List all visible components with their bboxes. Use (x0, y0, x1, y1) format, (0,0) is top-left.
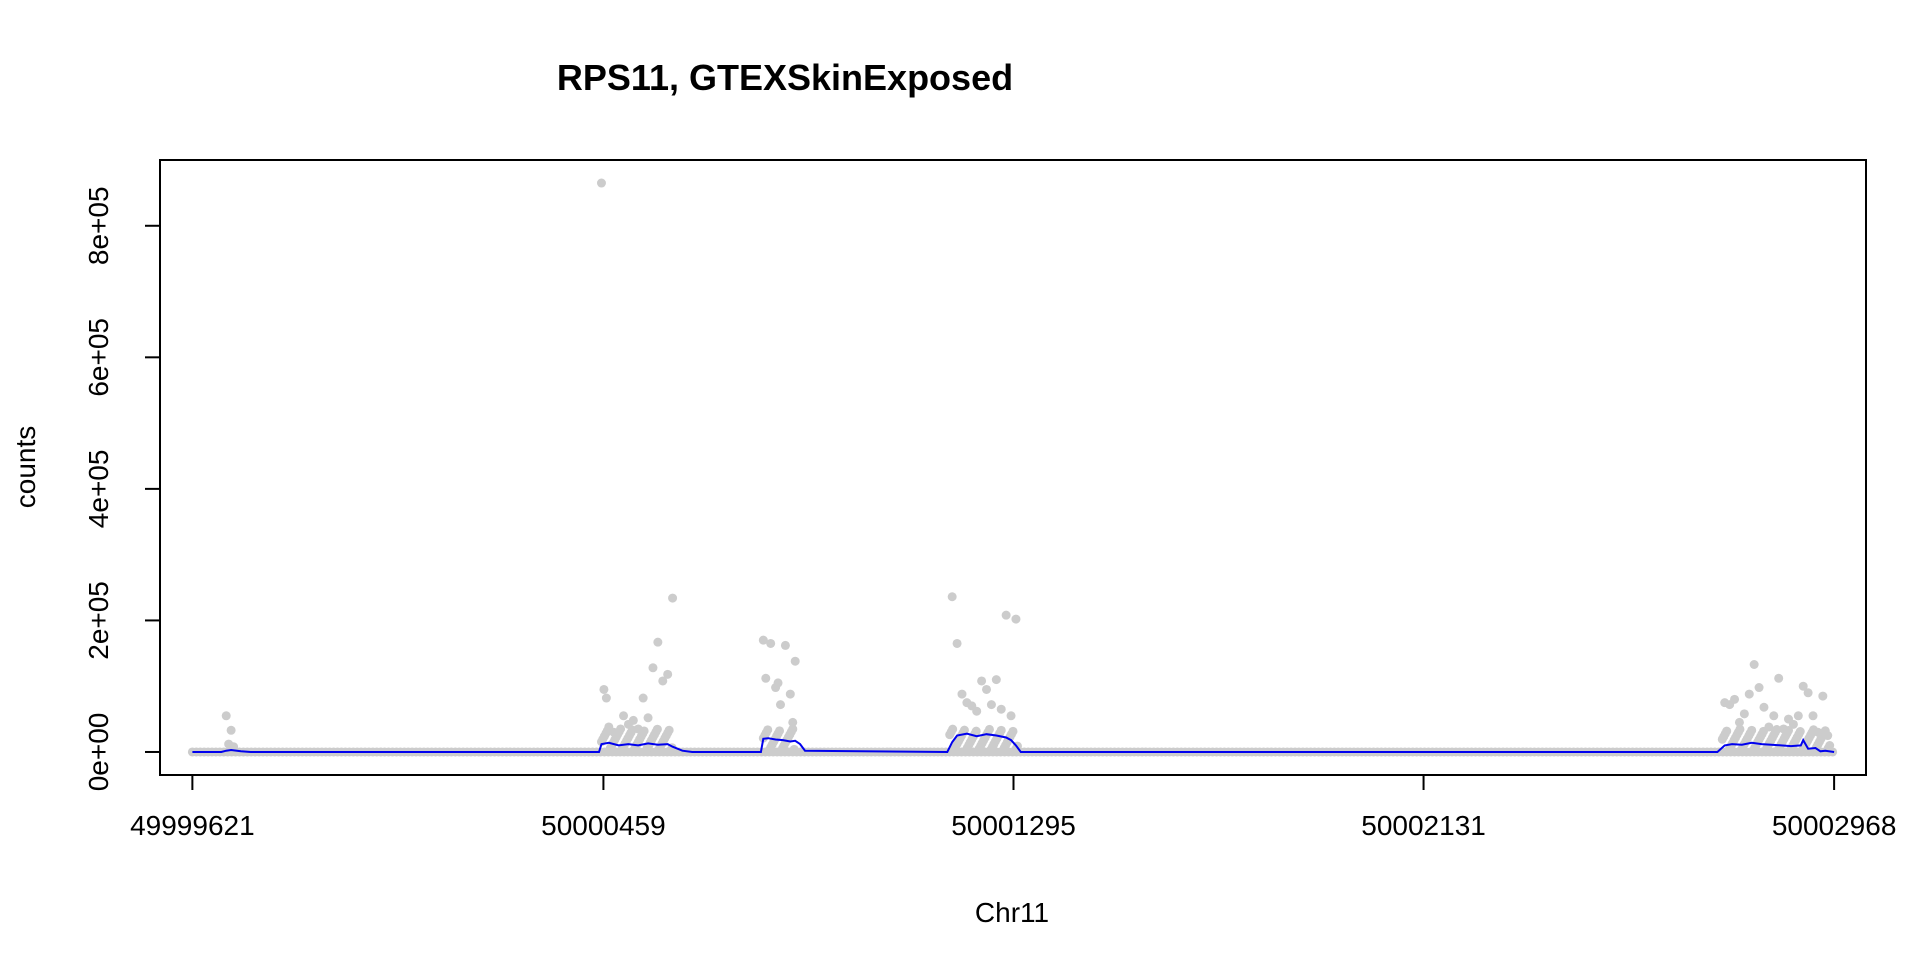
data-point (948, 724, 958, 734)
data-point (1749, 659, 1759, 669)
y-tick-label: 4e+05 (83, 450, 114, 529)
data-point (984, 724, 994, 734)
data-point (977, 676, 987, 686)
data-point (638, 693, 648, 703)
plot-frame (159, 159, 1867, 776)
data-point (991, 675, 1001, 685)
data-point (658, 676, 668, 686)
data-point (663, 669, 673, 679)
data-point (1739, 709, 1749, 719)
data-point (1734, 717, 1744, 727)
y-axis-label: counts (10, 426, 41, 509)
x-tick-label: 50002131 (1361, 810, 1486, 841)
data-point (788, 724, 798, 734)
x-axis: 49999621 50000459 50001295 50002131 50002968 (130, 774, 1897, 841)
data-point (1772, 725, 1782, 735)
data-point (1793, 711, 1803, 721)
data-point (668, 593, 678, 603)
data-point (1001, 610, 1011, 620)
data-point (1747, 725, 1757, 735)
data-point (1759, 702, 1769, 712)
data-point (773, 678, 783, 688)
data-point (1779, 724, 1789, 734)
data-point (633, 724, 643, 734)
data-point (758, 635, 768, 645)
data-point (780, 640, 790, 650)
line-layer (192, 732, 1835, 754)
data-point (947, 592, 957, 602)
x-tick-label: 50001295 (951, 810, 1076, 841)
points-layer (187, 178, 1838, 757)
data-point (628, 715, 638, 725)
data-point (648, 663, 658, 673)
data-point (616, 724, 626, 734)
data-point (599, 684, 609, 694)
y-axis: 0e+00 2e+05 4e+05 6e+05 8e+05 (83, 186, 161, 792)
data-point (982, 684, 992, 694)
data-point (775, 700, 785, 710)
data-point (1764, 722, 1774, 732)
data-point (1813, 727, 1823, 737)
data-point (789, 744, 799, 754)
data-point (1730, 694, 1740, 704)
data-point (1788, 719, 1798, 729)
data-point (1008, 726, 1018, 736)
data-point (1774, 673, 1784, 683)
data-point (761, 673, 771, 683)
data-point (1735, 724, 1745, 734)
data-point (959, 725, 969, 735)
data-point (785, 689, 795, 699)
data-point (1808, 711, 1818, 721)
data-point (952, 638, 962, 648)
data-point (957, 689, 967, 699)
data-point (653, 637, 663, 647)
x-tick-label: 50000459 (541, 810, 666, 841)
data-point (1795, 727, 1805, 737)
data-point (601, 693, 611, 703)
data-point (766, 638, 776, 648)
chart-title: RPS11, GTEXSkinExposed (557, 57, 1013, 98)
data-point (1823, 731, 1833, 741)
data-point (609, 727, 619, 737)
data-point (996, 704, 1006, 714)
x-axis-label: Chr11 (975, 897, 1049, 928)
y-tick-label: 6e+05 (83, 318, 114, 397)
data-point (1754, 683, 1764, 693)
y-tick-label: 8e+05 (83, 186, 114, 265)
data-point (788, 717, 798, 727)
data-point (652, 724, 662, 734)
y-tick-label: 2e+05 (83, 581, 114, 660)
series-line (192, 732, 1835, 754)
data-point (972, 706, 982, 716)
data-point (664, 725, 674, 735)
data-point (226, 725, 236, 735)
data-point (1769, 711, 1779, 721)
data-point (971, 726, 981, 736)
data-point (596, 178, 606, 188)
data-point (763, 725, 773, 735)
data-point (1744, 689, 1754, 699)
data-point (986, 700, 996, 710)
data-point (229, 742, 239, 752)
data-point (643, 713, 653, 723)
data-point (790, 656, 800, 666)
data-point (1825, 741, 1835, 751)
data-point (619, 711, 629, 721)
x-tick-label: 50002968 (1772, 810, 1897, 841)
x-tick-label: 49999621 (130, 810, 255, 841)
data-point (996, 725, 1006, 735)
data-point (1798, 681, 1808, 691)
data-point (1722, 726, 1732, 736)
data-point (1006, 711, 1016, 721)
y-tick-label: 0e+00 (83, 713, 114, 792)
data-point (1818, 691, 1828, 701)
data-point (775, 726, 785, 736)
data-point (221, 711, 231, 721)
data-point (1803, 688, 1813, 698)
data-point (1011, 614, 1021, 624)
